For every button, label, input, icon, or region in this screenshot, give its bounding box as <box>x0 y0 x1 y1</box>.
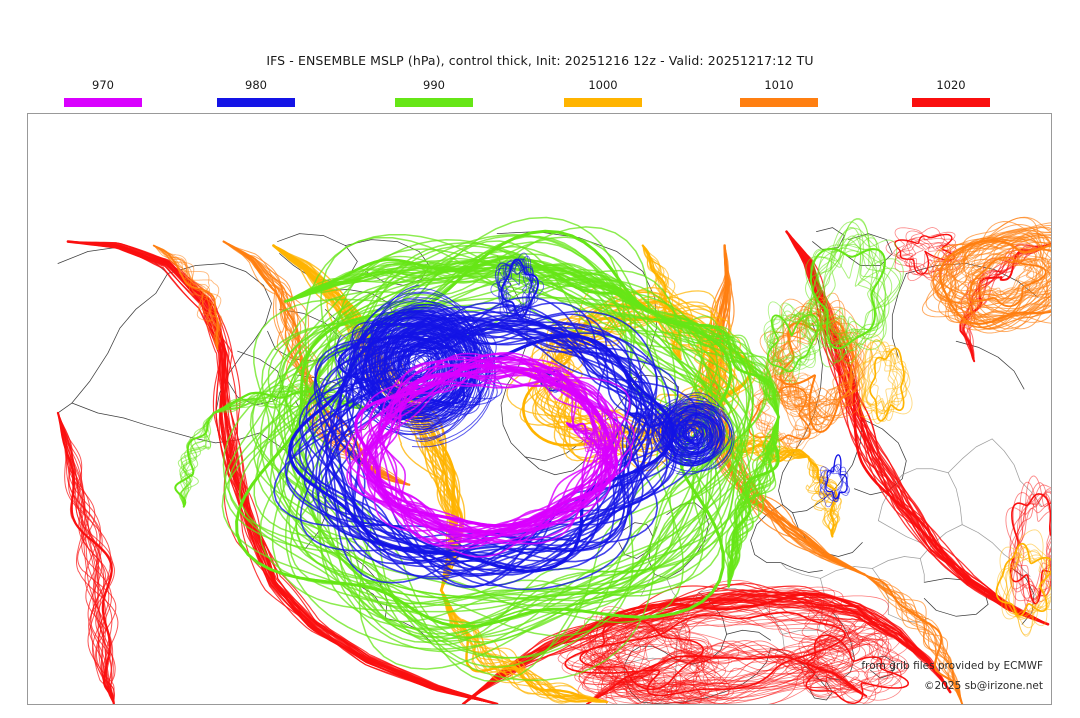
chart-title: IFS - ENSEMBLE MSLP (hPa), control thick… <box>266 53 814 68</box>
legend-swatch-990 <box>395 98 473 107</box>
contour-map-svg <box>28 114 1051 704</box>
legend-entry-1010: 1010 <box>703 78 855 107</box>
legend-label-990: 990 <box>423 78 445 92</box>
legend-swatch-1000 <box>564 98 642 107</box>
legend-label-1020: 1020 <box>936 78 966 92</box>
legend-label-1010: 1010 <box>764 78 794 92</box>
credit-source: from grib files provided by ECMWF <box>861 660 1043 672</box>
legend-label-1000: 1000 <box>588 78 618 92</box>
legend-swatch-970 <box>64 98 142 107</box>
map-plot-area: from grib files provided by ECMWF ©2025 … <box>27 113 1052 705</box>
legend-swatch-1020 <box>912 98 990 107</box>
credit-copyright: ©2025 sb@irizone.net <box>924 680 1043 692</box>
legend-swatch-980 <box>217 98 295 107</box>
ensemble-contour-layer <box>56 216 1051 704</box>
legend-entry-980: 980 <box>180 78 332 107</box>
legend-swatch-1010 <box>740 98 818 107</box>
legend-entry-970: 970 <box>27 78 179 107</box>
contour-legend: 970 980 990 1000 1010 1020 <box>27 78 1053 108</box>
legend-entry-1000: 1000 <box>527 78 679 107</box>
legend-label-980: 980 <box>245 78 267 92</box>
legend-label-970: 970 <box>92 78 114 92</box>
legend-entry-990: 990 <box>358 78 510 107</box>
legend-entry-1020: 1020 <box>875 78 1027 107</box>
